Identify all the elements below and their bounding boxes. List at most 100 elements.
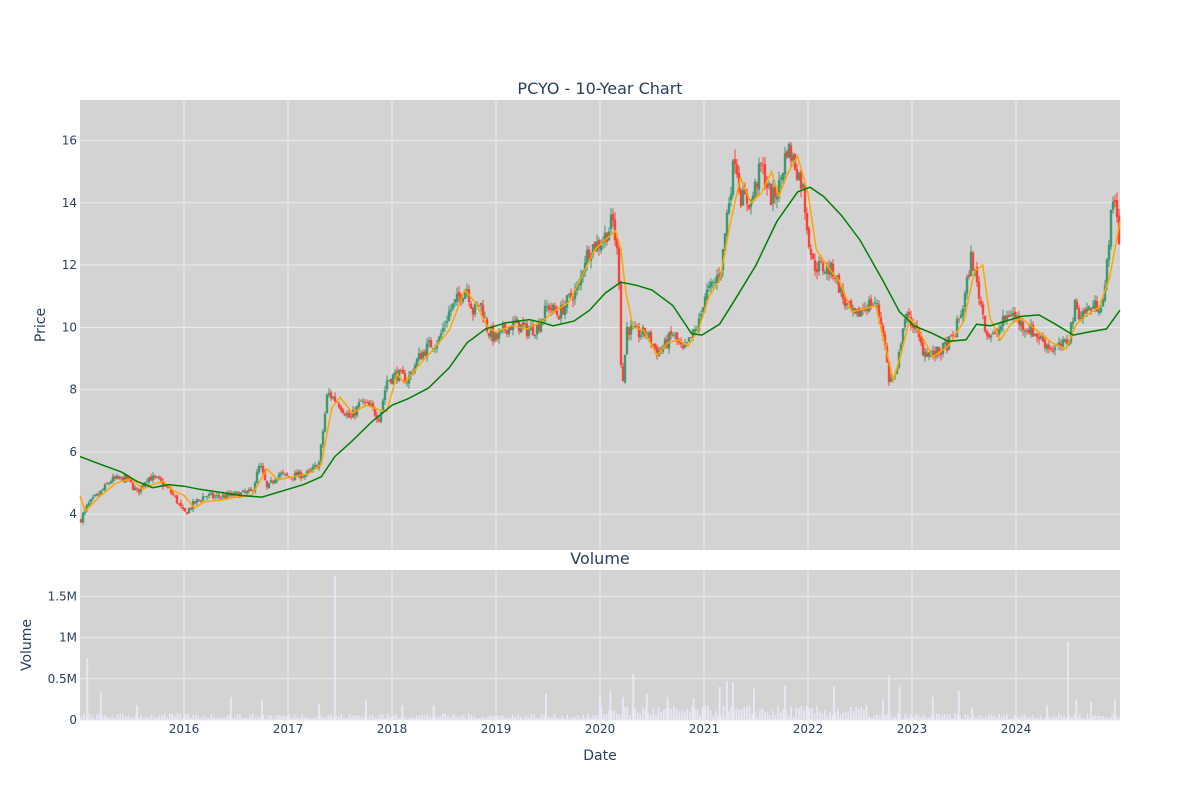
volume-bar <box>790 707 792 720</box>
volume-bar <box>548 716 551 720</box>
volume-bar <box>431 717 434 720</box>
candle-body <box>615 238 619 249</box>
candle-body <box>341 409 345 414</box>
volume-bar <box>787 714 790 720</box>
volume-bar <box>683 711 686 720</box>
volume-bar <box>1097 715 1099 720</box>
volume-spike-bar <box>545 693 547 720</box>
candle-body <box>613 219 617 241</box>
volume-bar <box>340 713 343 720</box>
volume-bar <box>595 715 597 720</box>
volume-bar <box>335 715 337 720</box>
candle-body <box>215 495 219 496</box>
volume-spike-bar <box>971 707 974 720</box>
candle-body <box>651 344 655 346</box>
volume-bar <box>252 713 254 720</box>
volume-bar <box>834 712 837 720</box>
volume-bar <box>696 709 699 720</box>
candle-body <box>385 380 389 390</box>
volume-bar <box>1013 715 1016 720</box>
candle-body <box>197 499 201 501</box>
candle-body <box>1023 330 1027 333</box>
volume-bar <box>392 715 395 720</box>
price-y-tick-label: 4 <box>69 507 77 521</box>
volume-bar <box>1104 716 1107 720</box>
volume-bar <box>397 718 400 720</box>
volume-bar <box>1042 718 1045 720</box>
candle-body <box>567 293 571 295</box>
volume-bar <box>1107 718 1110 720</box>
volume-bar <box>124 716 127 720</box>
candle-body <box>551 304 555 312</box>
date-x-tick-label: 2021 <box>689 722 720 736</box>
candle-body <box>1063 339 1067 342</box>
candle-body <box>821 263 825 272</box>
date-x-axis-ticks: 2016 2017 2018 2019 2020 2021 2022 2023 2024 <box>169 722 1032 736</box>
candle-body <box>161 481 165 487</box>
volume-bar <box>155 717 158 720</box>
volume-bar <box>1039 715 1042 720</box>
candle-body <box>771 187 775 204</box>
candle-body <box>445 321 449 324</box>
candle-body <box>377 419 381 422</box>
candle-body <box>647 332 651 338</box>
volume-bar <box>265 717 267 720</box>
candle-body <box>1035 333 1039 338</box>
candle-body <box>319 444 323 462</box>
candle-body <box>823 271 827 274</box>
candle-body <box>101 489 105 491</box>
volume-bar <box>509 717 512 720</box>
volume-bar <box>366 718 369 720</box>
candle-body <box>173 495 177 497</box>
volume-bar <box>730 706 733 720</box>
volume-bar <box>766 712 769 720</box>
volume-bar <box>317 716 319 720</box>
volume-bar <box>298 718 301 720</box>
volume-bar <box>987 713 990 720</box>
candle-body <box>599 245 603 251</box>
candle-body <box>147 477 151 483</box>
volume-bar <box>291 717 293 720</box>
volume-bar <box>486 717 488 720</box>
volume-bar <box>1052 716 1055 720</box>
candle-body <box>473 303 477 315</box>
volume-bar <box>491 715 493 720</box>
price-y-tick-label: 16 <box>62 133 77 147</box>
candle-body <box>371 403 375 408</box>
volume-bar <box>824 709 826 720</box>
volume-bar <box>272 717 275 720</box>
volume-bar <box>90 715 93 720</box>
candle-body <box>1039 335 1043 339</box>
candle-body <box>209 492 213 494</box>
candle-body <box>999 326 1003 331</box>
volume-bar <box>870 717 873 720</box>
date-x-tick-label: 2016 <box>169 722 200 736</box>
volume-bar <box>244 717 246 720</box>
candle-body <box>527 329 531 336</box>
volume-bar <box>1016 716 1019 720</box>
candle-body <box>213 496 217 498</box>
volume-bar <box>408 718 410 720</box>
candle-body <box>561 304 565 315</box>
candle-body <box>195 499 199 503</box>
candle-body <box>1071 321 1075 324</box>
candle-body <box>471 307 475 315</box>
candle-body <box>617 247 621 284</box>
volume-bar <box>1026 717 1029 720</box>
volume-bar <box>904 713 907 720</box>
volume-spike-bar <box>1075 699 1078 720</box>
candle-body <box>487 333 491 336</box>
volume-bar <box>735 707 738 720</box>
candle-body <box>1009 314 1013 317</box>
volume-bar <box>930 715 933 720</box>
volume-bar <box>582 714 584 720</box>
candle-body <box>1083 309 1087 314</box>
volume-bar <box>111 716 114 720</box>
volume-bar <box>943 713 946 720</box>
candle-body <box>233 491 237 496</box>
price-y-tick-label: 6 <box>69 445 77 459</box>
volume-y-tick-label: 0 <box>69 713 77 727</box>
candle-body <box>391 374 395 385</box>
volume-spike-bar <box>888 675 891 720</box>
